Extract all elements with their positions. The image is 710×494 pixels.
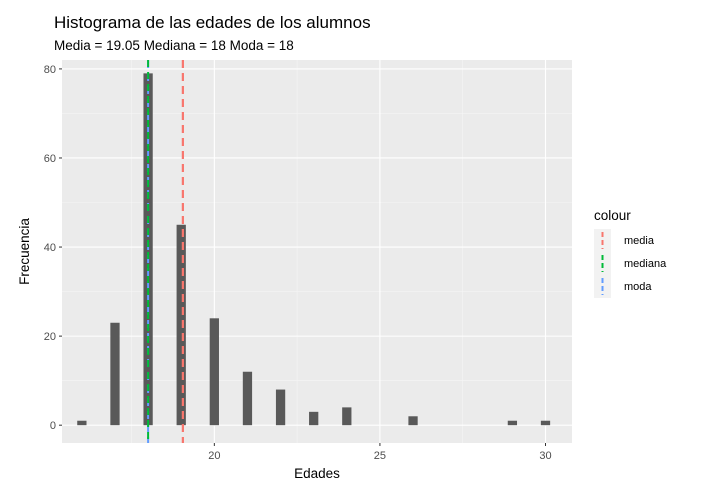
legend-label-mediana: mediana xyxy=(624,258,667,270)
chart-title: Histograma de las edades de los alumnos xyxy=(54,13,371,32)
y-tick-label: 80 xyxy=(44,64,56,76)
histogram-bar xyxy=(408,416,418,426)
histogram-bar xyxy=(540,420,551,426)
legend: colour media mediana moda xyxy=(594,208,667,298)
histogram-bar xyxy=(342,407,352,426)
chart-subtitle: Media = 19.05 Mediana = 18 Moda = 18 xyxy=(54,38,294,53)
axis-ticks: 20 25 30 0 20 40 60 80 xyxy=(44,64,552,462)
histogram-bar xyxy=(176,224,186,426)
y-tick-label: 0 xyxy=(50,420,56,432)
legend-label-media: media xyxy=(624,235,655,247)
x-tick-label: 30 xyxy=(539,450,551,462)
y-tick-label: 60 xyxy=(44,153,56,165)
y-tick-label: 20 xyxy=(44,331,56,343)
histogram-bar xyxy=(209,318,219,426)
legend-title: colour xyxy=(594,208,631,223)
legend-label-moda: moda xyxy=(624,281,652,293)
histogram-bar xyxy=(110,322,120,426)
x-tick-label: 20 xyxy=(208,450,220,462)
y-axis-title: Frecuencia xyxy=(17,218,32,285)
histogram-bar xyxy=(242,371,253,426)
histogram-bar xyxy=(275,389,286,426)
y-tick-label: 40 xyxy=(44,242,56,254)
plot-panel xyxy=(62,60,572,443)
reference-lines xyxy=(147,60,184,443)
histogram-bar xyxy=(77,420,87,426)
histogram-bar xyxy=(309,411,319,426)
histogram-bar xyxy=(507,420,518,426)
x-tick-label: 25 xyxy=(374,450,386,462)
x-axis-title: Edades xyxy=(294,466,340,481)
